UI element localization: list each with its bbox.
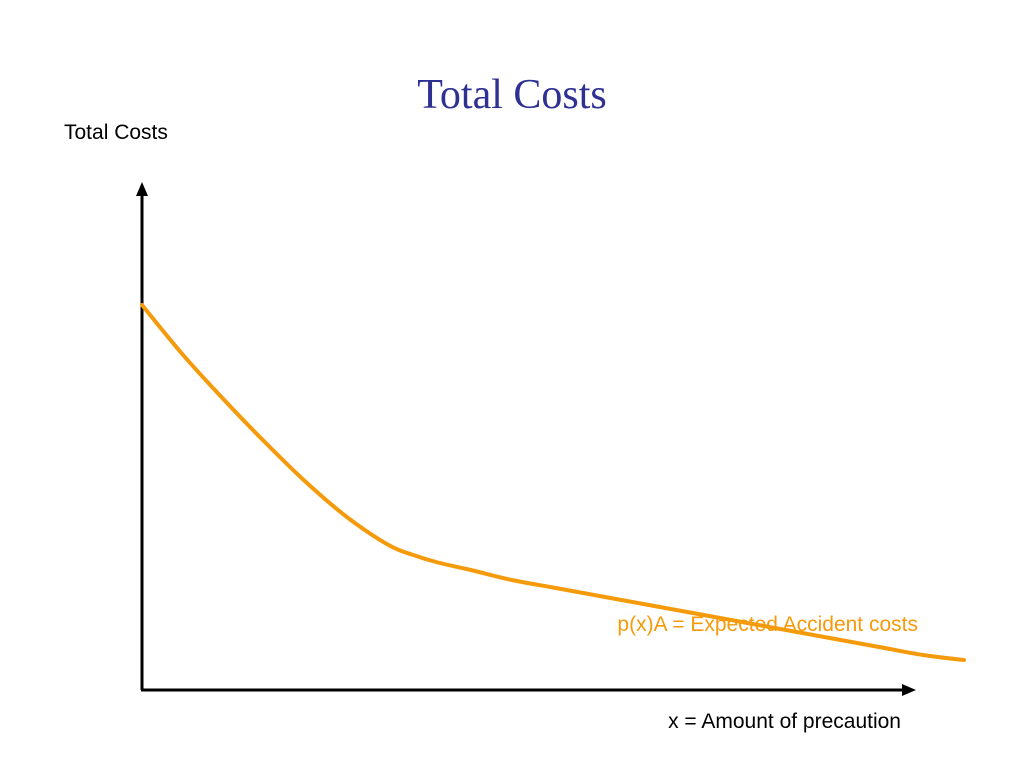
x-axis-arrow xyxy=(902,684,916,696)
series-label: p(x)A = Expected Accident costs xyxy=(617,613,918,636)
x-axis-label: x = Amount of precaution xyxy=(668,710,901,733)
series-line-expected-accident-costs xyxy=(140,303,966,662)
y-axis-arrow xyxy=(136,182,148,196)
page-title: Total Costs xyxy=(417,72,607,118)
y-axis-label: Total Costs xyxy=(64,121,168,144)
